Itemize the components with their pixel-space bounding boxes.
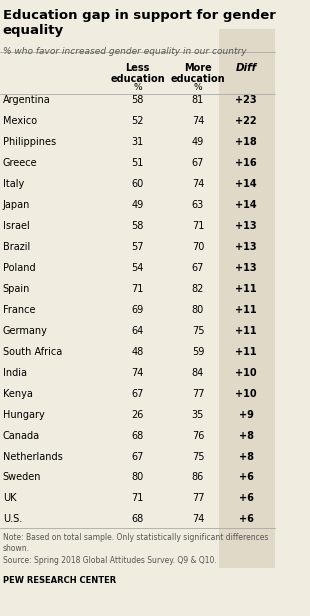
Text: +11: +11 <box>235 326 257 336</box>
Text: More
education: More education <box>171 63 225 84</box>
Text: 74: 74 <box>192 179 204 189</box>
Text: 48: 48 <box>131 347 144 357</box>
Text: 54: 54 <box>131 263 144 273</box>
Text: 84: 84 <box>192 368 204 378</box>
Text: Greece: Greece <box>3 158 38 168</box>
Text: +23: +23 <box>235 95 257 105</box>
Text: Less
education: Less education <box>110 63 165 84</box>
Text: Spain: Spain <box>3 284 30 294</box>
Text: Germany: Germany <box>3 326 48 336</box>
Text: 68: 68 <box>131 431 144 440</box>
Text: 71: 71 <box>131 284 144 294</box>
Text: 80: 80 <box>192 305 204 315</box>
Text: 58: 58 <box>131 221 144 231</box>
Text: 82: 82 <box>192 284 204 294</box>
Text: 60: 60 <box>131 179 144 189</box>
Text: +22: +22 <box>235 116 257 126</box>
Text: +11: +11 <box>235 284 257 294</box>
Text: +16: +16 <box>235 158 257 168</box>
Text: 69: 69 <box>131 305 144 315</box>
Text: 74: 74 <box>192 116 204 126</box>
Text: +13: +13 <box>235 242 257 252</box>
Text: 68: 68 <box>131 514 144 524</box>
Text: 64: 64 <box>131 326 144 336</box>
Text: Education gap in support for gender
equality: Education gap in support for gender equa… <box>3 9 276 37</box>
Text: Canada: Canada <box>3 431 40 440</box>
Text: 52: 52 <box>131 116 144 126</box>
Text: 31: 31 <box>131 137 144 147</box>
Text: 75: 75 <box>192 452 204 461</box>
Text: 57: 57 <box>131 242 144 252</box>
Text: Japan: Japan <box>3 200 30 210</box>
Text: +14: +14 <box>235 179 257 189</box>
Text: Italy: Italy <box>3 179 24 189</box>
Text: +6: +6 <box>239 493 254 503</box>
Text: South Africa: South Africa <box>3 347 62 357</box>
Text: %: % <box>194 83 202 92</box>
Text: Sweden: Sweden <box>3 472 41 482</box>
Text: Brazil: Brazil <box>3 242 30 252</box>
FancyBboxPatch shape <box>219 29 275 568</box>
Text: 67: 67 <box>131 389 144 399</box>
Text: 51: 51 <box>131 158 144 168</box>
Text: +9: +9 <box>239 410 254 419</box>
Text: Poland: Poland <box>3 263 35 273</box>
Text: +13: +13 <box>235 263 257 273</box>
Text: 71: 71 <box>192 221 204 231</box>
Text: 81: 81 <box>192 95 204 105</box>
Text: France: France <box>3 305 35 315</box>
Text: % who favor increased gender equality in our country: % who favor increased gender equality in… <box>3 47 246 57</box>
Text: 67: 67 <box>192 263 204 273</box>
Text: 80: 80 <box>131 472 144 482</box>
Text: 75: 75 <box>192 326 204 336</box>
Text: +10: +10 <box>235 368 257 378</box>
Text: 59: 59 <box>192 347 204 357</box>
Text: 35: 35 <box>192 410 204 419</box>
Text: +8: +8 <box>239 452 254 461</box>
Text: 70: 70 <box>192 242 204 252</box>
Text: 63: 63 <box>192 200 204 210</box>
Text: Kenya: Kenya <box>3 389 33 399</box>
Text: Israel: Israel <box>3 221 29 231</box>
Text: 74: 74 <box>192 514 204 524</box>
Text: +13: +13 <box>235 221 257 231</box>
Text: Hungary: Hungary <box>3 410 45 419</box>
Text: +6: +6 <box>239 514 254 524</box>
Text: 71: 71 <box>131 493 144 503</box>
Text: UK: UK <box>3 493 16 503</box>
Text: PEW RESEARCH CENTER: PEW RESEARCH CENTER <box>3 576 116 585</box>
Text: 77: 77 <box>192 389 204 399</box>
Text: India: India <box>3 368 27 378</box>
Text: 76: 76 <box>192 431 204 440</box>
Text: 67: 67 <box>131 452 144 461</box>
Text: +6: +6 <box>239 472 254 482</box>
Text: 77: 77 <box>192 493 204 503</box>
Text: 26: 26 <box>131 410 144 419</box>
Text: +18: +18 <box>235 137 257 147</box>
Text: %: % <box>133 83 142 92</box>
Text: 74: 74 <box>131 368 144 378</box>
Text: Mexico: Mexico <box>3 116 37 126</box>
Text: Netherlands: Netherlands <box>3 452 63 461</box>
Text: Philippines: Philippines <box>3 137 56 147</box>
Text: Argentina: Argentina <box>3 95 51 105</box>
Text: U.S.: U.S. <box>3 514 22 524</box>
Text: +11: +11 <box>235 347 257 357</box>
Text: +10: +10 <box>235 389 257 399</box>
Text: +8: +8 <box>239 431 254 440</box>
Text: 58: 58 <box>131 95 144 105</box>
Text: 49: 49 <box>131 200 144 210</box>
Text: 49: 49 <box>192 137 204 147</box>
Text: Note: Based on total sample. Only statistically significant differences
shown.
S: Note: Based on total sample. Only statis… <box>3 533 268 565</box>
Text: 86: 86 <box>192 472 204 482</box>
Text: +11: +11 <box>235 305 257 315</box>
Text: 67: 67 <box>192 158 204 168</box>
Text: Diff: Diff <box>236 63 257 73</box>
Text: +14: +14 <box>235 200 257 210</box>
